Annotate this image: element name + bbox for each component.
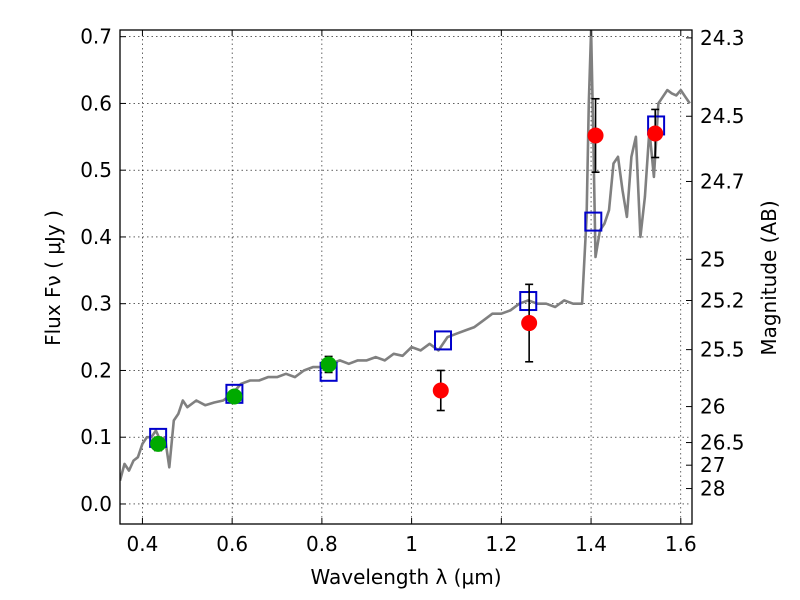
y-tick-label: 0.0 bbox=[80, 492, 112, 516]
x-tick-label: 0.8 bbox=[306, 532, 338, 556]
red-data-point bbox=[521, 315, 538, 332]
green-data-point bbox=[226, 388, 243, 405]
right-tick-label: 24.7 bbox=[700, 169, 745, 193]
x-tick-label: 1.6 bbox=[665, 532, 697, 556]
x-tick-label: 1.4 bbox=[575, 532, 607, 556]
right-tick-label: 25.5 bbox=[700, 338, 745, 362]
right-tick-label: 24.3 bbox=[700, 26, 745, 50]
model-box-marker bbox=[584, 211, 603, 232]
y-axis-title: Flux Fν ( μJy ) bbox=[41, 210, 65, 346]
x-tick-label: 1 bbox=[405, 532, 418, 556]
x-tick-label: 0.4 bbox=[127, 532, 159, 556]
series-group bbox=[120, 30, 691, 481]
y-tick-label: 0.2 bbox=[80, 358, 112, 382]
grid-lines bbox=[120, 30, 692, 524]
right-tick-label: 24.5 bbox=[700, 104, 745, 128]
y-tick-label: 0.1 bbox=[80, 425, 112, 449]
red-data-point bbox=[647, 125, 664, 142]
red-data-point bbox=[432, 382, 449, 399]
y-tick-label: 0.5 bbox=[80, 158, 112, 182]
green-data-point bbox=[150, 435, 167, 452]
model-box-marker bbox=[434, 330, 453, 351]
red-data-point bbox=[587, 127, 604, 144]
x-tick-label: 1.2 bbox=[485, 532, 517, 556]
right-tick-label: 27 bbox=[700, 453, 725, 477]
right-tick-label: 25.2 bbox=[700, 288, 745, 312]
ticks: 0.4 0.6 0.8 1 1.2 1.4 1.6 0.0 0.1 0.2 0.3 0.4 0.5 0.6… bbox=[80, 25, 744, 556]
y-tick-label: 0.6 bbox=[80, 91, 112, 115]
right-tick-label: 28 bbox=[700, 477, 725, 501]
plot-frame bbox=[119, 29, 693, 525]
right-tick-label: 26 bbox=[700, 395, 725, 419]
green-data-point bbox=[320, 356, 337, 373]
model-box-marker bbox=[519, 291, 538, 312]
x-tick-label: 0.6 bbox=[216, 532, 248, 556]
right-tick-label: 26.5 bbox=[700, 431, 745, 455]
right-tick-label: 25 bbox=[700, 247, 725, 271]
y-tick-label: 0.3 bbox=[80, 292, 112, 316]
right-axis-title: Magnitude (AB) bbox=[757, 200, 781, 355]
y-tick-label: 0.7 bbox=[80, 25, 112, 49]
plot-area bbox=[120, 30, 691, 481]
y-tick-label: 0.4 bbox=[80, 225, 112, 249]
x-axis-title: Wavelength λ (μm) bbox=[310, 565, 501, 589]
